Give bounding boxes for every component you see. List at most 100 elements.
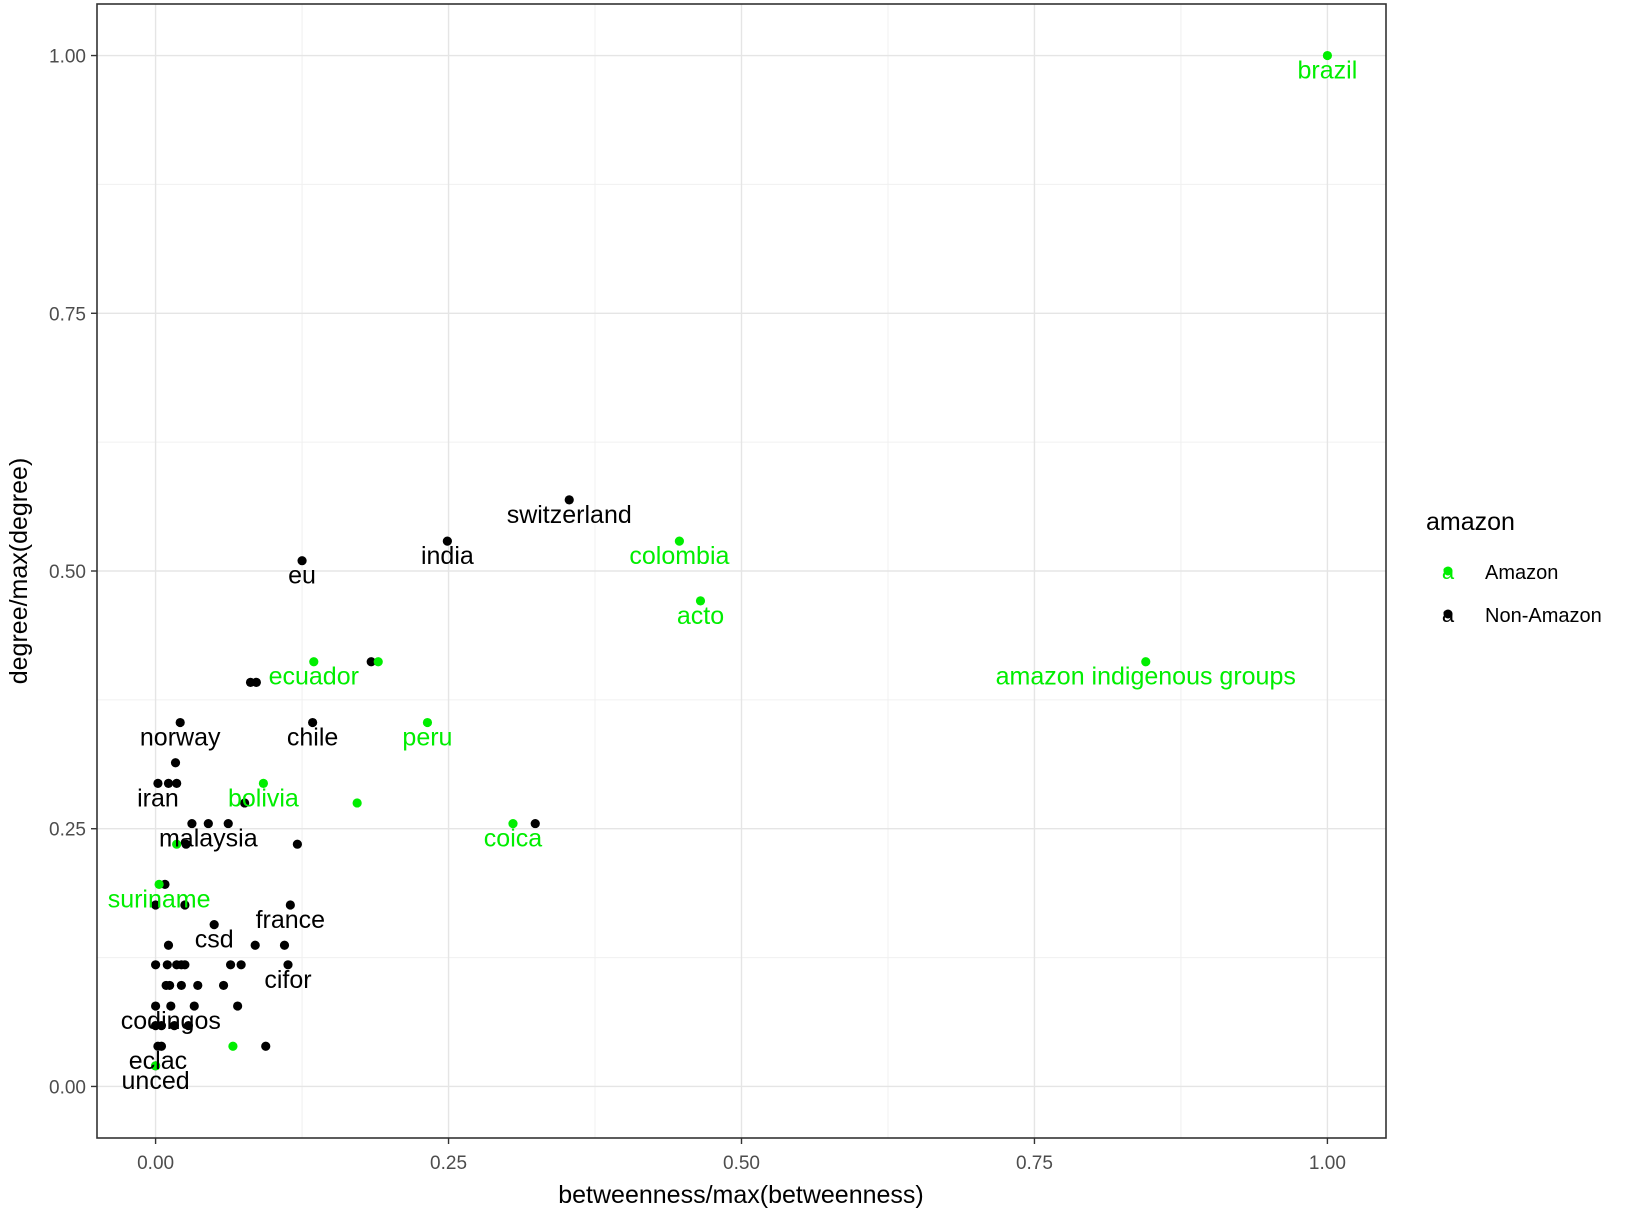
data-label: codingos [121, 1007, 221, 1035]
data-point [225, 960, 236, 970]
data-point [172, 839, 182, 849]
x-tick-label: 0.25 [430, 1153, 467, 1174]
data-point [209, 920, 219, 930]
data-point [156, 1041, 167, 1051]
data-point [564, 495, 574, 505]
data-point [233, 1001, 243, 1011]
data-label: eclac [129, 1047, 187, 1075]
data-label: india [421, 542, 474, 570]
data-point [352, 798, 362, 808]
data-point [1141, 657, 1151, 667]
data-label: amazon indigenous groups [996, 663, 1296, 691]
data-point [187, 818, 197, 829]
data-point [166, 1001, 176, 1011]
data-point [236, 960, 246, 970]
data-point [530, 818, 540, 829]
data-point [309, 657, 319, 667]
data-point [153, 778, 163, 788]
data-label: acto [677, 602, 724, 630]
data-label: switzerland [507, 501, 632, 529]
data-point [162, 960, 172, 970]
data-point [156, 1021, 167, 1031]
y-axis-title: degree/max(degree) [5, 458, 33, 685]
legend-entry-amazon: a Amazon [1442, 559, 1559, 584]
legend: amazon a Amazon a Non-Amazon [1426, 508, 1602, 627]
data-label: brazil [1298, 57, 1358, 85]
legend-label-amazon: Amazon [1485, 562, 1558, 584]
data-label: chile [287, 724, 338, 752]
data-point [189, 1001, 199, 1011]
y-axis: 0.00 0.25 0.50 0.75 1.00 [49, 47, 97, 1098]
x-tick-label: 0.00 [137, 1153, 174, 1174]
data-point [674, 536, 684, 546]
data-point [181, 839, 191, 849]
data-point [297, 556, 307, 566]
x-axis-title: betweenness/max(betweenness) [558, 1181, 923, 1209]
legend-label-non-amazon: Non-Amazon [1485, 605, 1602, 627]
data-point [261, 1041, 271, 1051]
data-label: iran [137, 784, 179, 812]
x-axis: 0.00 0.25 0.50 0.75 1.00 [137, 1138, 1346, 1174]
data-labels: brazil colombia acto amazon indigenous grou… [108, 57, 1358, 1095]
data-point [193, 980, 203, 991]
y-tick-label: 1.00 [49, 47, 86, 68]
data-point [251, 677, 261, 687]
data-point [422, 717, 433, 728]
data-point [285, 900, 295, 910]
data-label: ecuador [269, 663, 359, 691]
data-point [442, 536, 452, 546]
data-points [150, 50, 1333, 1071]
data-point [373, 657, 383, 667]
data-label: csd [195, 926, 234, 954]
data-point [172, 778, 182, 788]
data-label: colombia [629, 542, 729, 570]
data-point [150, 1001, 161, 1011]
legend-key-amazon-glyph: a [1442, 559, 1455, 584]
data-label: bolivia [228, 784, 299, 812]
data-point [183, 1021, 194, 1031]
data-point [169, 1021, 179, 1031]
data-point [163, 778, 174, 788]
data-point [150, 900, 161, 910]
data-point [366, 657, 376, 667]
data-point [292, 839, 302, 849]
data-point [695, 596, 706, 606]
data-point [176, 980, 186, 991]
data-point [283, 960, 293, 970]
data-point [175, 717, 185, 728]
data-point [228, 1041, 238, 1051]
data-point [203, 818, 213, 829]
data-label: coica [484, 825, 542, 853]
data-point [150, 960, 161, 970]
data-label: malaysia [159, 825, 258, 853]
data-label: eu [288, 562, 316, 590]
data-label: peru [402, 724, 452, 752]
data-point [218, 980, 229, 991]
data-point [150, 1061, 161, 1071]
data-label: france [256, 906, 325, 934]
data-point [279, 940, 290, 950]
data-point [223, 818, 233, 829]
legend-key-non-amazon-point [1443, 609, 1453, 619]
y-tick-label: 0.75 [49, 304, 86, 325]
legend-key-amazon-point [1443, 566, 1453, 576]
major-gridlines [97, 4, 1386, 1138]
data-point [163, 940, 174, 950]
data-label: norway [140, 724, 221, 752]
data-point [165, 980, 175, 991]
legend-entry-non-amazon: a Non-Amazon [1442, 602, 1602, 627]
legend-key-non-amazon-glyph: a [1442, 602, 1455, 627]
data-point [508, 818, 518, 829]
data-point [170, 758, 181, 768]
x-tick-label: 0.75 [1016, 1153, 1053, 1174]
data-point [180, 900, 190, 910]
x-tick-label: 1.00 [1309, 1153, 1346, 1174]
data-point [180, 960, 190, 970]
data-point [1322, 50, 1333, 61]
data-point [250, 940, 260, 950]
x-tick-label: 0.50 [723, 1153, 760, 1174]
y-tick-label: 0.25 [49, 820, 86, 841]
data-label: suriname [108, 885, 211, 913]
y-tick-label: 0.00 [49, 1077, 86, 1098]
data-point [154, 879, 164, 889]
